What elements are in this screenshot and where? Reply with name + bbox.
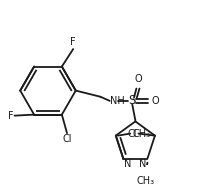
Text: S: S (128, 94, 135, 107)
Text: Cl: Cl (62, 134, 71, 144)
Text: N: N (138, 159, 146, 169)
Text: O: O (134, 74, 142, 84)
Text: CH₃: CH₃ (132, 129, 150, 139)
Text: NH: NH (109, 96, 124, 106)
Text: N: N (124, 159, 131, 169)
Text: Cl: Cl (127, 129, 137, 139)
Text: F: F (70, 37, 76, 47)
Text: F: F (8, 111, 13, 121)
Text: O: O (151, 96, 159, 106)
Text: CH₃: CH₃ (136, 176, 154, 186)
